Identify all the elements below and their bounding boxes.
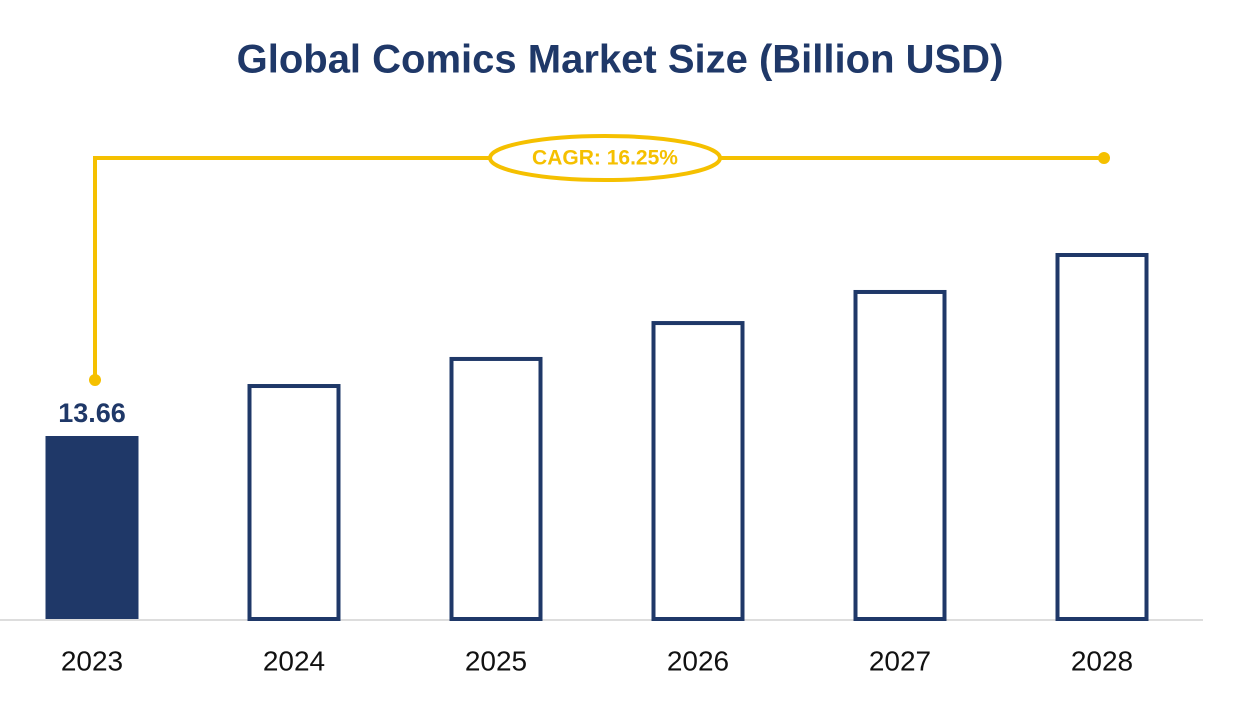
x-tick-label: 2023 [61,645,123,676]
bar [247,384,341,622]
x-tick-label: 2027 [869,645,931,676]
cagr-dot [89,374,101,386]
x-tick-label: 2024 [263,645,325,676]
cagr-badge [488,134,722,182]
cagr-dot [1098,152,1110,164]
cagr-label: CAGR: 16.25% [532,147,678,170]
x-tick-label: 2026 [667,645,729,676]
bar [651,321,745,621]
chart-title: Global Comics Market Size (Billion USD) [237,38,1004,82]
bar [1055,253,1149,621]
x-tick-label: 2028 [1071,645,1133,676]
x-tick-label: 2025 [465,645,527,676]
bar [45,436,139,619]
bar [853,289,947,621]
bar [449,356,543,621]
cagr-line [93,156,1104,380]
value-label: 13.66 [58,398,126,428]
